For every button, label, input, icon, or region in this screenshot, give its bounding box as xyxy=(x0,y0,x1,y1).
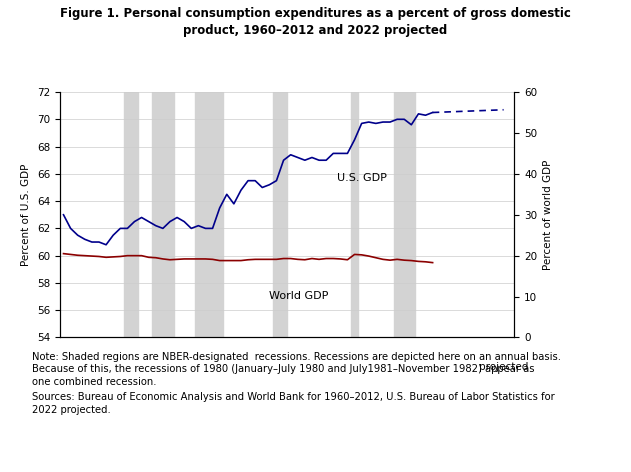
Bar xyxy=(152,92,174,337)
Bar xyxy=(195,92,223,337)
Text: U.S. GDP: U.S. GDP xyxy=(337,173,387,183)
Y-axis label: Percent of U.S. GDP: Percent of U.S. GDP xyxy=(21,164,32,266)
Bar xyxy=(394,92,415,337)
Text: Sources: Bureau of Economic Analysis and World Bank for 1960–2012, U.S. Bureau o: Sources: Bureau of Economic Analysis and… xyxy=(32,392,554,414)
Bar xyxy=(124,92,138,337)
Bar xyxy=(351,92,358,337)
Text: World GDP: World GDP xyxy=(269,291,329,301)
Y-axis label: Percent of world GDP: Percent of world GDP xyxy=(543,160,553,270)
Bar xyxy=(273,92,287,337)
Text: Figure 1. Personal consumption expenditures as a percent of gross domestic
produ: Figure 1. Personal consumption expenditu… xyxy=(60,7,571,37)
Text: Note: Shaded regions are NBER-designated  recessions. Recessions are depicted he: Note: Shaded regions are NBER-designated… xyxy=(32,352,560,387)
Text: projected: projected xyxy=(479,362,528,372)
